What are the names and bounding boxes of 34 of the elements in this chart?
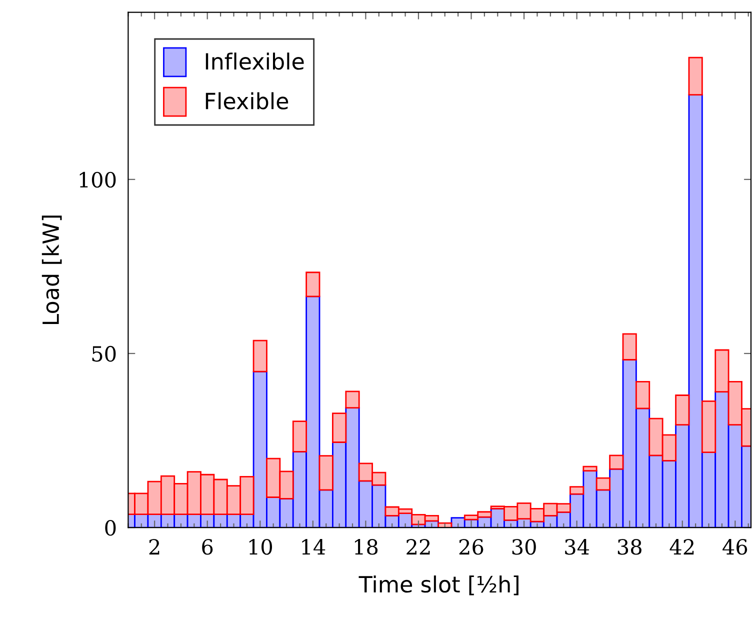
x-tick-label: 18 — [354, 539, 378, 555]
bar — [252, 340, 268, 372]
y-axis-title: Load [kW] — [42, 216, 62, 324]
x-tick-label: 42 — [670, 539, 694, 554]
x-tick-label: 10 — [249, 539, 272, 555]
bar — [345, 390, 360, 408]
x-tick-label: 2 — [149, 539, 160, 554]
x-tick-label: 34 — [565, 539, 590, 555]
bar — [292, 420, 308, 452]
bar — [570, 486, 584, 495]
x-tick-label: 30 — [512, 539, 536, 555]
x-axis-title: Time slot [½h] — [358, 575, 518, 596]
bar — [582, 466, 598, 472]
x-tick-label: 14 — [302, 539, 326, 554]
legend-label: Inflexible — [206, 52, 304, 70]
bar — [701, 400, 716, 454]
x-tick-label: 6 — [202, 539, 213, 555]
bar — [332, 412, 347, 443]
x-tick-label: 22 — [406, 539, 430, 554]
bar — [306, 272, 320, 298]
x-tick-label: 46 — [722, 539, 748, 555]
bar — [622, 333, 637, 360]
bar — [675, 394, 690, 426]
bar — [635, 380, 650, 410]
x-tick-label: 26 — [459, 539, 484, 555]
legend-label: Flexible — [206, 92, 288, 110]
y-tick-label: 50 — [92, 346, 116, 362]
bar — [688, 56, 703, 96]
bar — [596, 477, 610, 491]
y-tick-label: 0 — [105, 520, 116, 536]
bar — [318, 455, 334, 491]
bar — [609, 454, 624, 470]
y-tick-label: 100 — [80, 172, 116, 188]
x-tick-label: 38 — [618, 539, 642, 555]
